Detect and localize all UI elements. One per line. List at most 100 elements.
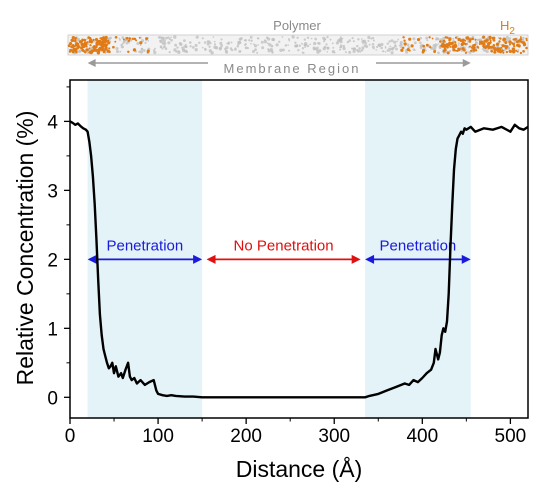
- h2-particle: [508, 50, 511, 53]
- annotation-arrowhead-left: [87, 254, 97, 264]
- h2-particle: [87, 36, 90, 39]
- polymer-bead: [505, 38, 509, 42]
- polymer-bead: [224, 47, 227, 51]
- x-tick-label: 500: [495, 426, 527, 447]
- polymer-bead: [295, 44, 299, 48]
- h2-particle: [82, 42, 85, 46]
- h2-particle: [448, 37, 452, 41]
- polymer-bead: [508, 37, 512, 41]
- polymer-bead: [115, 47, 119, 51]
- h2-particle: [431, 37, 434, 40]
- polymer-bead: [181, 46, 183, 49]
- polymer-bead: [419, 41, 422, 45]
- annotations: Penetration No Penetration Penetration: [87, 237, 471, 264]
- polymer-bead: [502, 41, 505, 43]
- h2-particle: [70, 38, 74, 43]
- polymer-bead: [352, 40, 355, 43]
- h2-particle: [429, 46, 432, 49]
- polymer-bead: [234, 48, 237, 51]
- h2-particle: [493, 46, 496, 50]
- h2-particle: [441, 42, 445, 46]
- polymer-bead: [390, 47, 394, 51]
- polymer-bead: [173, 35, 177, 39]
- annotation-arrowhead-right: [351, 254, 361, 264]
- h2-particle: [88, 47, 91, 50]
- h2-particle: [68, 50, 71, 53]
- polymer-bead: [476, 38, 480, 42]
- h2-particle: [455, 49, 457, 52]
- polymer-bead: [521, 38, 525, 42]
- h2-particle: [511, 47, 516, 52]
- polymer-bead: [358, 47, 361, 50]
- polymer-bead: [189, 41, 192, 44]
- polymer-bead: [414, 49, 416, 51]
- h2-particle: [504, 47, 508, 50]
- polymer-bead: [142, 49, 146, 52]
- polymer-bead: [185, 45, 188, 48]
- h2-particle: [104, 43, 108, 46]
- h2-particle: [122, 38, 125, 41]
- h2-particle: [102, 43, 105, 46]
- h2-particle: [501, 49, 504, 52]
- polymer-bead: [437, 43, 440, 45]
- plot-frame: [69, 79, 529, 419]
- polymer-bead: [230, 48, 234, 52]
- polymer-bead: [395, 47, 398, 51]
- h2-particle: [135, 39, 138, 42]
- polymer-bead: [237, 42, 240, 46]
- h2-particle: [495, 42, 500, 46]
- polymer-bead: [173, 48, 177, 52]
- polymer-bead: [316, 50, 320, 54]
- polymer-bead: [76, 38, 80, 42]
- x-tick-label: 400: [406, 426, 438, 447]
- polymer-bead: [107, 37, 110, 40]
- polymer-bead: [304, 46, 307, 49]
- h2-particle: [449, 45, 452, 48]
- h2-particle: [454, 36, 458, 39]
- polymer-bead: [352, 49, 356, 54]
- polymer-bead: [174, 43, 178, 47]
- polymer-bead: [464, 46, 467, 49]
- x-tick-label: 200: [230, 426, 262, 447]
- h2-particles: [67, 35, 528, 55]
- h2-particle: [446, 51, 450, 55]
- h2-particle: [96, 40, 99, 44]
- polymer-bead: [204, 48, 207, 51]
- polymer-bead: [367, 39, 370, 42]
- h2-particle: [458, 48, 461, 51]
- polymer-bead: [396, 40, 398, 43]
- polymer-bead: [359, 50, 362, 53]
- polymer-bead: [267, 37, 271, 41]
- polymer-bead: [287, 44, 290, 46]
- h2-particle: [503, 44, 507, 48]
- polymer-bead: [368, 43, 371, 46]
- h2-particle: [468, 38, 472, 42]
- polymer-bead: [219, 41, 223, 45]
- polymer-bead: [248, 39, 251, 42]
- polymer-bead: [384, 50, 387, 53]
- h2-particle: [108, 50, 111, 54]
- polymer-bead: [386, 49, 390, 52]
- polymer-bead: [372, 39, 375, 42]
- h2-particle: [492, 44, 496, 47]
- h2-particle: [489, 39, 492, 42]
- polymer-bead: [250, 39, 253, 42]
- polymer-bead: [503, 49, 506, 52]
- h2-particle: [92, 46, 95, 49]
- polymer-bead: [203, 41, 207, 44]
- h2-particle: [107, 41, 110, 45]
- polymer-label: Polymer: [273, 18, 321, 33]
- h2-particle: [516, 50, 519, 53]
- polymer-bead: [397, 38, 400, 41]
- polymer-bead: [220, 38, 223, 41]
- polymer-bead: [348, 39, 352, 42]
- polymer-bead: [139, 44, 142, 46]
- h2-particle: [98, 42, 103, 46]
- h2-particle: [401, 46, 405, 50]
- polymer-bead: [236, 44, 240, 48]
- h2-particle: [488, 42, 492, 45]
- polymer-bead: [371, 43, 375, 46]
- polymer-bead: [339, 38, 343, 42]
- polymer-bead: [195, 35, 199, 39]
- h2-particle: [403, 39, 406, 42]
